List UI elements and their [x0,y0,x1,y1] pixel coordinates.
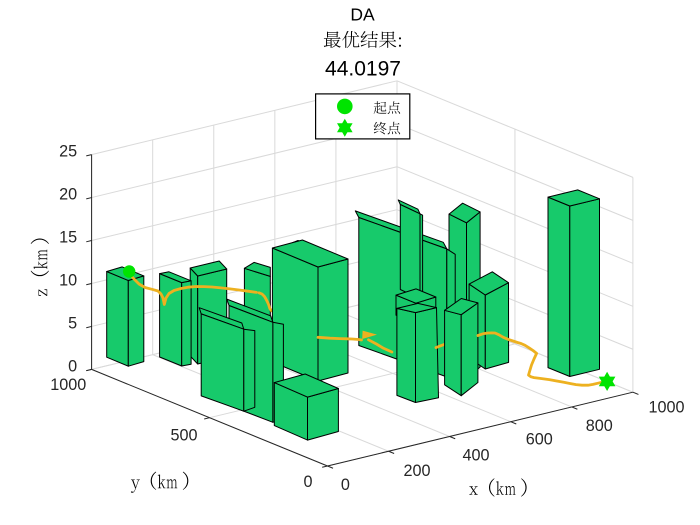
svg-text:200: 200 [403,462,430,480]
svg-text:44.0197: 44.0197 [325,58,401,81]
svg-text:0: 0 [68,357,77,375]
svg-text:5: 5 [68,314,77,332]
svg-text:25: 25 [59,143,77,161]
svg-text:800: 800 [586,417,613,435]
svg-text:400: 400 [462,447,489,465]
svg-text:DA: DA [350,5,375,25]
svg-text:10: 10 [59,271,77,289]
svg-text:500: 500 [170,427,197,445]
svg-text:20: 20 [59,186,77,204]
svg-text:1000: 1000 [50,376,86,394]
svg-text:0: 0 [303,473,312,491]
svg-text:15: 15 [59,228,77,246]
svg-text:0: 0 [341,476,350,494]
svg-text:600: 600 [526,431,553,449]
svg-text:1000: 1000 [648,398,684,416]
